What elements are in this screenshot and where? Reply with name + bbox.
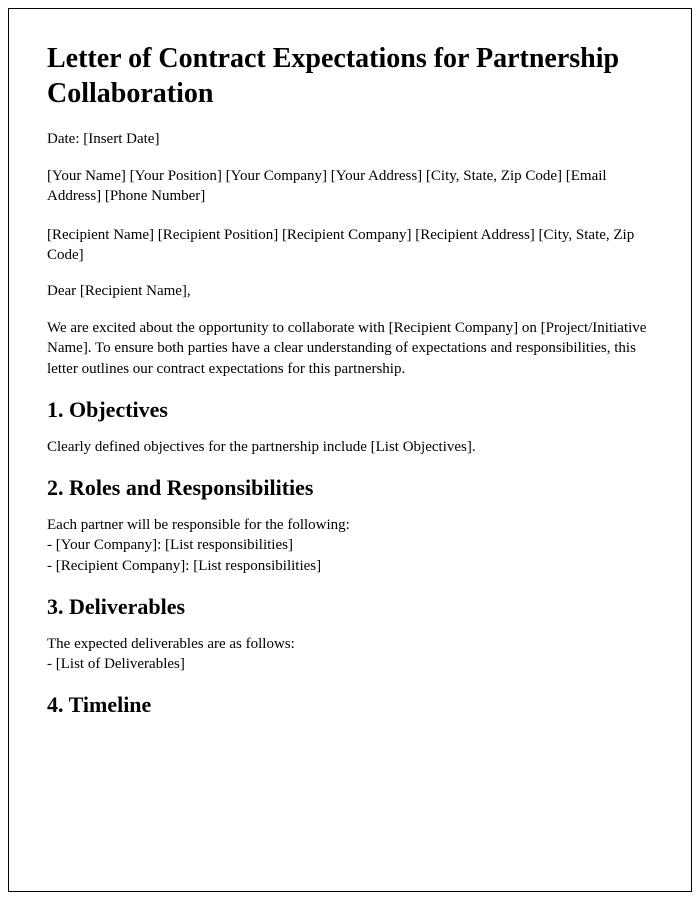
document-page: Letter of Contract Expectations for Part… [8, 8, 692, 892]
section-body-objectives: Clearly defined objectives for the partn… [47, 437, 653, 457]
intro-paragraph: We are excited about the opportunity to … [47, 318, 653, 379]
salutation: Dear [Recipient Name], [47, 283, 653, 300]
recipient-address-block: [Recipient Name] [Recipient Position] [R… [47, 225, 653, 266]
section-body-roles: Each partner will be responsible for the… [47, 515, 653, 576]
section-heading-objectives: 1. Objectives [47, 397, 653, 423]
date-line: Date: [Insert Date] [47, 131, 653, 148]
sender-address-block: [Your Name] [Your Position] [Your Compan… [47, 166, 653, 207]
document-title: Letter of Contract Expectations for Part… [47, 41, 653, 111]
section-heading-deliverables: 3. Deliverables [47, 594, 653, 620]
section-heading-timeline: 4. Timeline [47, 692, 653, 718]
section-heading-roles: 2. Roles and Responsibilities [47, 475, 653, 501]
section-body-deliverables: The expected deliverables are as follows… [47, 634, 653, 675]
